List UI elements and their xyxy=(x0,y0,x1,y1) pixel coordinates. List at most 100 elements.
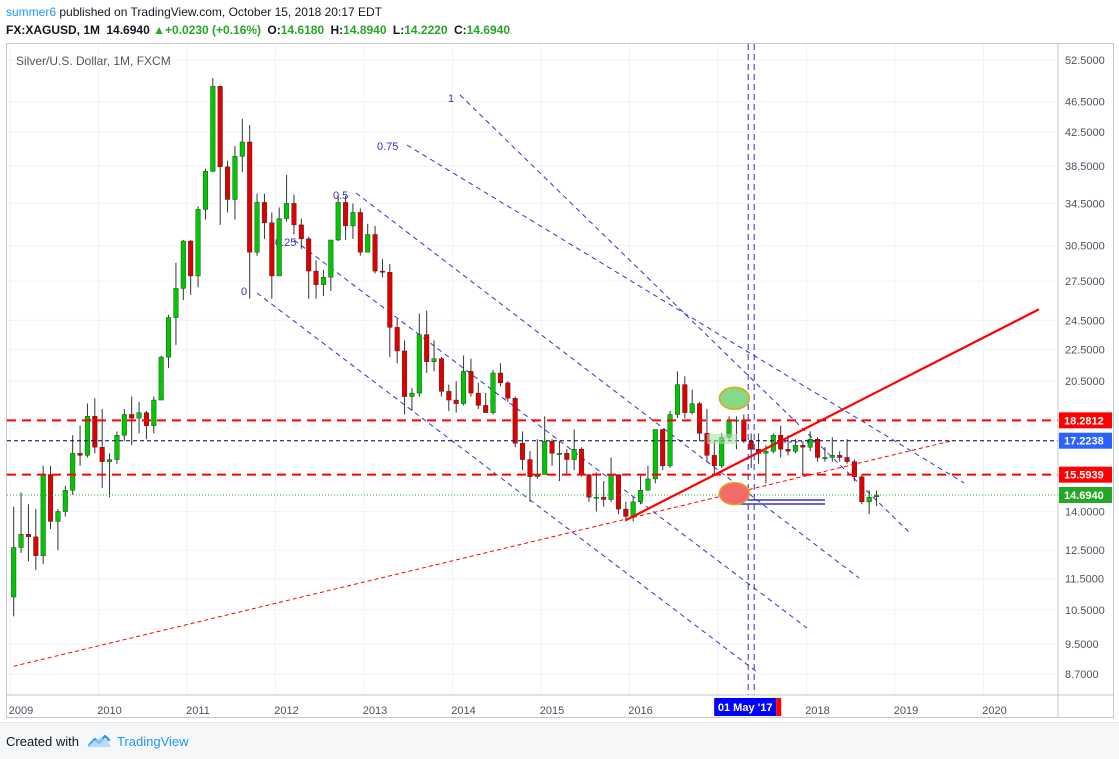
candle-body xyxy=(350,212,356,227)
time-tick-label: 2009 xyxy=(9,705,33,717)
price-chart[interactable]: 00.250.50.751 52.500046.500042.500038.50… xyxy=(7,44,1113,717)
candle-body xyxy=(475,392,481,406)
candle-body xyxy=(136,412,142,419)
fib-level-line[interactable] xyxy=(406,144,965,484)
open-label: O: xyxy=(267,23,281,37)
candle-body xyxy=(107,459,113,462)
candle-body xyxy=(748,440,754,450)
candle-body xyxy=(424,334,430,362)
fib-level-line[interactable] xyxy=(355,192,860,579)
candle-body xyxy=(652,429,658,480)
symbol-label: FX:XAGUSD, 1M xyxy=(6,23,101,37)
time-tick-label: 2013 xyxy=(363,705,387,717)
candles xyxy=(11,78,880,617)
candle-body xyxy=(18,533,24,548)
plot-area[interactable] xyxy=(7,44,1058,695)
fib-channel[interactable]: 00.250.50.751 xyxy=(241,93,965,673)
price-axis[interactable]: 52.5000 46.5000 42.5000 38.5000 34.5000 30.50… xyxy=(1059,55,1112,681)
candle-body xyxy=(549,440,555,454)
candle-body xyxy=(527,459,533,477)
price-change: +0.0230 (+0.16%) xyxy=(164,23,262,37)
price-tick-label: 34.5000 xyxy=(1065,198,1105,210)
candle-body xyxy=(195,209,201,277)
candle-body xyxy=(298,224,304,240)
candle-body xyxy=(674,384,680,415)
candle-body xyxy=(556,453,562,455)
candle-body xyxy=(202,171,208,210)
candle-body xyxy=(874,494,880,497)
candle-body xyxy=(232,156,238,200)
price-tick-label: 22.5000 xyxy=(1065,344,1105,356)
candle-body xyxy=(438,358,444,392)
fib-level-label: 1 xyxy=(448,93,454,105)
annotations[interactable] xyxy=(707,386,751,506)
date-badge-edge xyxy=(776,698,782,716)
time-tick-label: 2011 xyxy=(186,705,210,717)
highlight-ellipse[interactable] xyxy=(718,481,751,506)
highlight-ellipse[interactable] xyxy=(718,386,751,411)
candle-body xyxy=(520,442,526,460)
price-level-badge xyxy=(1059,486,1112,503)
price-tick-label: 20.5000 xyxy=(1065,376,1105,388)
candle-body xyxy=(866,496,872,503)
candle-body xyxy=(84,416,90,456)
candle-body xyxy=(829,455,835,458)
candle-body xyxy=(379,270,385,273)
candle-body xyxy=(704,433,710,456)
time-tick-label: 2019 xyxy=(894,705,918,717)
price-tick-label: 42.5000 xyxy=(1065,127,1105,139)
price-tick-label: 8.7000 xyxy=(1065,669,1099,681)
candle-body xyxy=(461,371,467,404)
candle-body xyxy=(490,372,496,413)
fib-level-label: 0.5 xyxy=(333,190,348,202)
publish-info: summer6 published on TradingView.com, Oc… xyxy=(6,5,382,19)
trend-line[interactable] xyxy=(625,308,1040,522)
candle-body xyxy=(306,238,312,272)
candle-body xyxy=(92,416,98,448)
chart-pane[interactable]: 0 0.25 0.5 0.75 1 52.5000 46.5000 42.5000 38.50… xyxy=(6,43,1114,718)
price-tick-label: 24.5000 xyxy=(1065,315,1105,327)
candle-body xyxy=(328,239,334,278)
drawings[interactable] xyxy=(7,44,1058,695)
tradingview-link[interactable]: TradingView xyxy=(117,734,189,749)
candle-body xyxy=(121,414,127,436)
time-tick-label: 2010 xyxy=(97,705,121,717)
close-label: C: xyxy=(453,23,467,37)
candle-body xyxy=(807,438,813,448)
candle-body xyxy=(660,429,666,467)
fib-level-line[interactable] xyxy=(256,292,758,673)
candle-body xyxy=(446,391,452,401)
candle-body xyxy=(151,399,157,426)
candle-body xyxy=(33,536,39,556)
time-tick-label: 2014 xyxy=(451,705,475,717)
candle-body xyxy=(497,372,503,384)
chart-title: Silver/U.S. Dollar, 1M, FXCM xyxy=(16,54,171,68)
candle-body xyxy=(601,496,607,500)
candle-body xyxy=(623,508,629,517)
candle-body xyxy=(77,453,83,456)
price-tick-label: 27.5000 xyxy=(1065,276,1105,288)
tradingview-cloud-icon[interactable] xyxy=(86,731,112,751)
low-value: 14.2220 xyxy=(404,23,448,37)
candle-body xyxy=(387,272,393,328)
candle-body xyxy=(320,276,326,285)
high-label: H: xyxy=(330,23,344,37)
fib-level-line[interactable] xyxy=(459,94,911,534)
candle-body xyxy=(276,218,282,277)
highlight-bar xyxy=(707,434,737,444)
chart-header: summer6 published on TradingView.com, Oc… xyxy=(0,0,1119,42)
candle-body xyxy=(394,327,400,352)
candle-body xyxy=(225,166,231,200)
candle-body xyxy=(593,496,599,499)
publish-text: published on TradingView.com, October 15… xyxy=(56,5,382,19)
candle-body xyxy=(800,444,806,448)
candle-body xyxy=(586,474,592,498)
candle-body xyxy=(99,446,105,462)
author-link[interactable]: summer6 xyxy=(6,5,57,19)
fib-level-label: 0.75 xyxy=(377,141,398,153)
candle-body xyxy=(697,403,703,434)
candle-body xyxy=(416,334,422,394)
time-axis[interactable]: 2009201020112012201320142015201620201820… xyxy=(9,698,1007,717)
candle-body xyxy=(335,202,341,241)
candle-body xyxy=(158,356,164,401)
